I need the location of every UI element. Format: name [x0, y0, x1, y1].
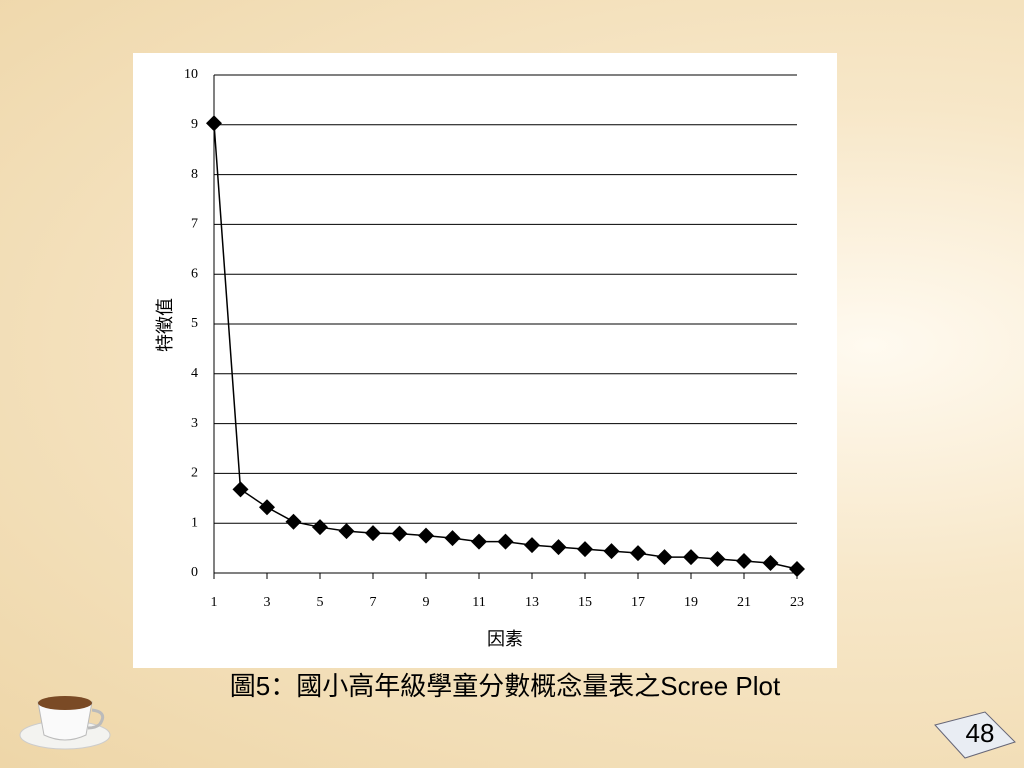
- marker: [232, 481, 249, 498]
- marker: [603, 543, 620, 560]
- marker: [577, 541, 593, 558]
- marker: [444, 530, 461, 547]
- marker: [709, 551, 726, 568]
- y-axis-label: 特徵值: [155, 298, 175, 352]
- x-tick-label: 13: [525, 595, 539, 610]
- y-tick-label: 3: [191, 416, 198, 431]
- marker: [338, 523, 355, 540]
- y-tick-label: 1: [191, 515, 198, 530]
- y-tick-label: 5: [191, 316, 198, 331]
- marker: [550, 539, 567, 556]
- y-tick-label: 9: [191, 117, 198, 132]
- marker: [312, 519, 328, 536]
- caption: 圖5：國小高年級學童分數概念量表之Scree Plot: [230, 671, 781, 701]
- x-tick-label: 5: [317, 595, 324, 610]
- marker: [497, 533, 514, 550]
- marker: [524, 537, 540, 554]
- page-number: 48: [966, 718, 995, 748]
- x-tick-label: 23: [790, 595, 804, 610]
- y-tick-label: 8: [191, 167, 198, 182]
- x-tick-label: 11: [472, 595, 485, 610]
- marker: [418, 527, 434, 544]
- x-tick-label: 3: [264, 595, 271, 610]
- marker: [285, 513, 302, 530]
- x-tick-label: 7: [370, 595, 377, 610]
- x-tick-label: 1: [211, 595, 218, 610]
- x-tick-label: 15: [578, 595, 592, 610]
- marker: [683, 549, 699, 566]
- book-icon: [934, 711, 1016, 759]
- marker: [656, 549, 673, 566]
- y-tick-label: 6: [191, 266, 198, 281]
- marker: [391, 525, 408, 542]
- y-tick-label: 2: [191, 466, 198, 481]
- cup-icon: [19, 696, 111, 750]
- x-tick-label: 17: [631, 595, 645, 610]
- marker: [789, 561, 805, 578]
- marker: [471, 533, 487, 550]
- marker: [736, 553, 752, 570]
- y-tick-label: 0: [191, 565, 198, 580]
- marker: [762, 555, 779, 572]
- x-tick-label: 19: [684, 595, 698, 610]
- y-tick-label: 7: [191, 217, 198, 232]
- x-axis-label: 因素: [487, 629, 523, 649]
- x-tick-label: 9: [423, 595, 430, 610]
- marker: [630, 545, 646, 562]
- y-tick-label: 10: [184, 67, 198, 82]
- marker: [365, 525, 381, 542]
- chart-area: [133, 53, 837, 668]
- y-tick-label: 4: [191, 366, 198, 381]
- marker: [206, 115, 222, 132]
- marker: [259, 499, 275, 516]
- x-tick-label: 21: [737, 595, 751, 610]
